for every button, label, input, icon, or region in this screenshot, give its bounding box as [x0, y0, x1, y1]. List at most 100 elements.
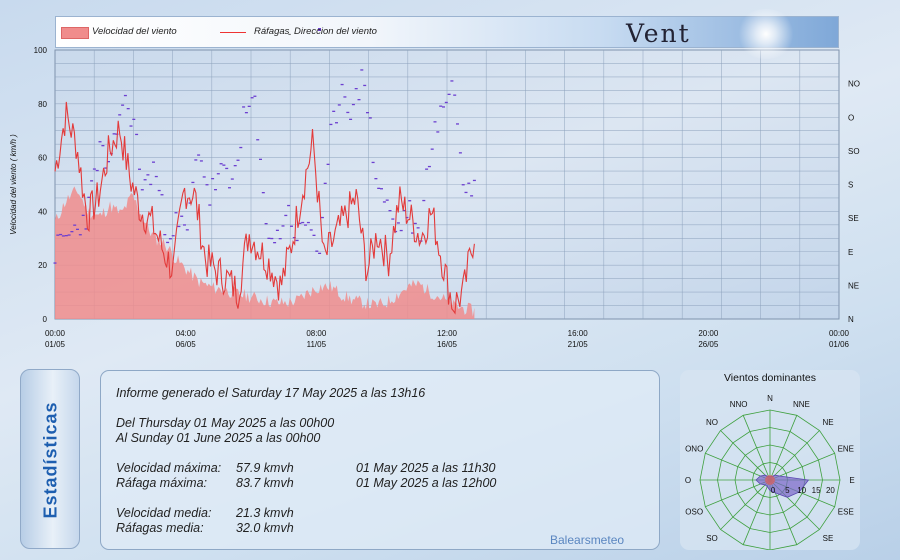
- direction-point: [157, 189, 161, 192]
- direction-point: [259, 158, 262, 160]
- direction-point: [59, 233, 63, 236]
- x-tick-date: 21/05: [568, 340, 589, 349]
- direction-point: [95, 169, 99, 172]
- direction-point: [233, 165, 237, 167]
- direction-point: [326, 163, 330, 165]
- direction-point: [121, 104, 125, 106]
- report-generated: Informe generado el Saturday 17 May 2025…: [116, 386, 426, 400]
- direction-point: [287, 204, 291, 207]
- avg-speed-value: 21.3 kmvh: [236, 506, 294, 520]
- direction-point: [166, 241, 170, 244]
- direction-tick-label: SO: [848, 147, 860, 156]
- direction-swatch: [318, 28, 321, 31]
- direction-point: [298, 222, 302, 224]
- x-tick-time: 04:00: [176, 329, 197, 338]
- y-tick-label: 100: [34, 46, 48, 55]
- direction-point: [456, 123, 459, 125]
- stats-tab[interactable]: Estadísticas: [20, 369, 80, 549]
- direction-point: [250, 97, 254, 99]
- rose-direction-label: NNO: [730, 400, 748, 409]
- direction-point: [304, 224, 307, 226]
- wind-chart-panel: 0 20 40 60 80 100 Velocidad del viento ( km/h …: [9, 9, 860, 349]
- direction-point: [123, 94, 127, 97]
- max-gust-time: 01 May 2025 a las 12h00: [356, 476, 497, 490]
- direction-point: [118, 114, 122, 116]
- max-gust-label: Ráfaga máxima:: [116, 476, 208, 490]
- stats-panel: Informe generado el Saturday 17 May 2025…: [100, 370, 660, 550]
- direction-point: [278, 238, 282, 240]
- x-tick-date: 16/05: [437, 340, 458, 349]
- direction-point: [225, 167, 229, 170]
- direction-point: [236, 159, 240, 161]
- direction-point: [87, 196, 91, 198]
- direction-tick-label: O: [848, 113, 854, 122]
- direction-point: [433, 121, 437, 123]
- direction-point: [351, 103, 355, 106]
- direction-point: [208, 204, 212, 206]
- direction-point: [219, 163, 223, 165]
- direction-point: [78, 234, 82, 236]
- direction-point: [188, 202, 192, 204]
- legend-gust-label: Ráfagas: [254, 26, 290, 37]
- direction-point: [112, 133, 116, 135]
- legend-direction-label: Direccion del viento: [294, 26, 377, 37]
- gust-swatch: [220, 32, 246, 33]
- direction-point: [450, 80, 454, 82]
- rose-spoke: [720, 479, 771, 530]
- direction-point: [318, 252, 322, 254]
- rose-ring-label: 10: [797, 486, 806, 495]
- max-speed-value: 57.9 kmvh: [236, 461, 294, 475]
- direction-tick-label: SE: [848, 214, 859, 223]
- avg-speed-label: Velocidad media:: [116, 506, 212, 520]
- direction-point: [76, 228, 79, 230]
- rose-spoke: [742, 479, 771, 545]
- direction-point: [214, 189, 217, 191]
- y-tick-label: 60: [38, 154, 47, 163]
- wind-rose-title: Vientos dominantes: [723, 372, 817, 384]
- direction-point: [256, 139, 260, 141]
- direction-point: [92, 168, 96, 170]
- direction-tick-label: E: [848, 248, 853, 257]
- direction-point: [143, 179, 147, 181]
- direction-point: [442, 106, 445, 108]
- direction-point: [264, 223, 268, 225]
- stats-tab-label: Estadísticas: [40, 401, 61, 519]
- direction-point: [360, 69, 364, 71]
- rose-spoke: [705, 479, 771, 508]
- direction-point: [230, 178, 234, 180]
- wind-rose-panel: Vientos dominantes NNNENEENEEESESESSESSS…: [680, 370, 860, 550]
- direction-point: [405, 216, 409, 219]
- rose-direction-label: SE: [823, 534, 834, 543]
- rose-spoke: [769, 430, 820, 481]
- direction-point: [84, 228, 88, 230]
- direction-point: [135, 133, 139, 136]
- direction-point: [391, 218, 395, 220]
- rose-center: [765, 475, 775, 485]
- direction-point: [270, 237, 274, 240]
- direction-point: [309, 229, 313, 231]
- direction-point: [177, 225, 181, 228]
- direction-point: [81, 214, 85, 216]
- direction-point: [152, 161, 155, 163]
- sun-decoration: [736, 9, 796, 59]
- rose-spoke: [769, 415, 798, 481]
- direction-point: [354, 88, 358, 90]
- direction-point: [349, 118, 353, 120]
- direction-point: [295, 239, 299, 242]
- direction-point: [202, 176, 206, 178]
- rose-direction-label: E: [849, 476, 854, 485]
- x-tick-time: 00:00: [45, 329, 66, 338]
- direction-point: [104, 167, 108, 169]
- direction-point: [185, 229, 189, 231]
- x-tick-time: 16:00: [568, 329, 589, 338]
- direction-point: [247, 105, 251, 107]
- direction-point: [346, 111, 350, 114]
- direction-point: [290, 225, 293, 227]
- direction-point: [436, 131, 440, 133]
- rose-shape: [755, 474, 810, 498]
- x-tick-date: 11/05: [307, 340, 327, 349]
- direction-point: [337, 104, 341, 106]
- direction-point: [467, 182, 471, 184]
- direction-point: [284, 214, 288, 217]
- max-speed-label: Velocidad máxima:: [116, 461, 222, 475]
